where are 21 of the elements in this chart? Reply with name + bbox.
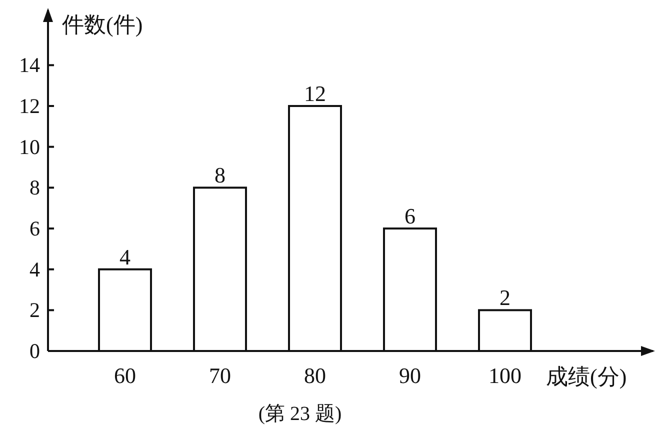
x-tick-label: 80 <box>304 363 326 388</box>
data-label: 12 <box>304 81 326 106</box>
y-tick-label: 2 <box>30 298 40 322</box>
x-tick-label: 90 <box>399 363 421 388</box>
x-axis-title: 成绩(分) <box>546 364 627 389</box>
y-tick-label: 4 <box>30 257 40 282</box>
data-label: 4 <box>120 244 130 270</box>
y-tick-label: 6 <box>30 216 40 240</box>
y-tick-label: 10 <box>19 134 40 159</box>
y-axis-title: 件数(件) <box>62 12 143 37</box>
x-tick-label: 60 <box>114 363 136 388</box>
text: (第 23 题) <box>258 403 342 425</box>
x-tick-label: 100 <box>488 363 522 388</box>
data-label: 8 <box>214 162 226 188</box>
y-tick-label: 8 <box>30 176 40 200</box>
data-label: 2 <box>500 285 510 310</box>
y-tick-label: 14 <box>19 53 40 78</box>
y-tick-label: 12 <box>19 94 40 118</box>
data-label: 6 <box>404 204 416 228</box>
y-tick-label: 0 <box>30 339 40 363</box>
x-tick-label: 70 <box>209 363 231 388</box>
